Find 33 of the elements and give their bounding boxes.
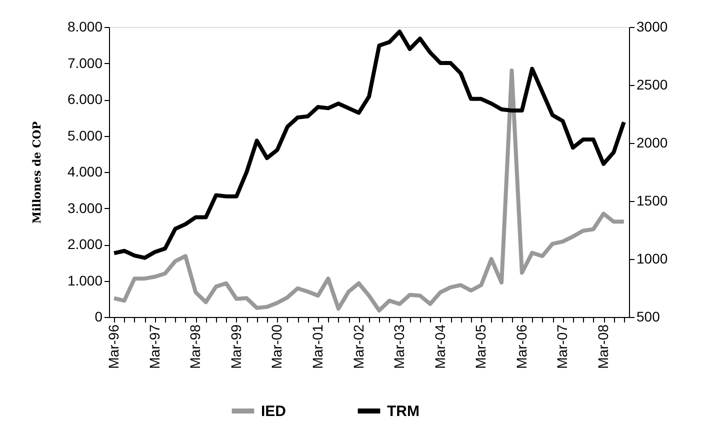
legend-label: IED	[261, 403, 286, 420]
y2-tick-label: 500	[636, 308, 660, 324]
x-tick-label: Mar-00	[268, 324, 285, 369]
x-tick-label: Mar-97	[146, 324, 162, 369]
x-tick-label: Mar-01	[310, 324, 326, 369]
x-tick-label: Mar-04	[432, 324, 448, 369]
y-tick-label: 7.000	[67, 54, 103, 71]
x-tick-label: Mar-08	[595, 324, 612, 369]
x-tick-label: Mar-05	[472, 324, 489, 369]
y-tick-label: 5.000	[67, 127, 103, 144]
y2-tick-label: 2500	[636, 76, 668, 92]
legend-label: TRM	[387, 403, 420, 420]
y2-tick-label: 2000	[636, 134, 668, 150]
x-tick-label: Mar-03	[391, 324, 408, 369]
y-tick-label: 3.000	[67, 200, 103, 216]
y2-tick-label: 1000	[636, 250, 668, 266]
y-tick-label: 8.000	[67, 18, 103, 34]
x-tick-label: Mar-98	[187, 324, 204, 369]
line-series	[112, 30, 626, 260]
x-tick-label: Mar-99	[228, 324, 244, 369]
y-axis-title: Millones de COP	[30, 121, 44, 224]
y2-tick-label: 3000	[636, 18, 668, 34]
y-tick-label: 4.000	[67, 164, 103, 180]
y2-tick-label: 1500	[636, 192, 668, 208]
x-tick-label: Mar-06	[513, 324, 530, 369]
x-tick-label: Mar-96	[106, 324, 122, 369]
y-tick-label: 1.000	[67, 272, 103, 288]
y-tick-label: 0	[94, 308, 103, 324]
x-tick-label: Mar-07	[554, 324, 570, 369]
y-tick-label: 2.000	[67, 236, 103, 252]
line-series	[112, 68, 626, 312]
y-tick-label: 6.000	[67, 91, 103, 107]
x-tick-label: Mar-02	[350, 324, 366, 369]
